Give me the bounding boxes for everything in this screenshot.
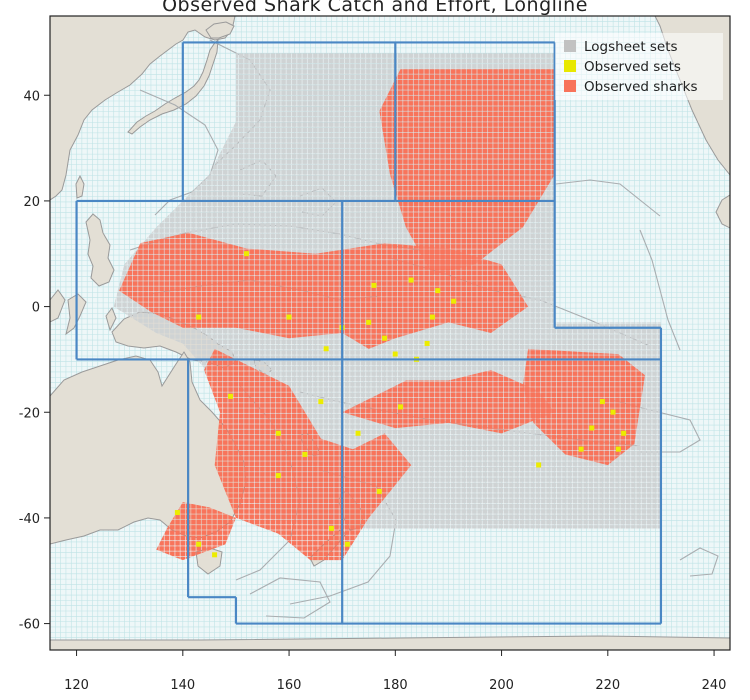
observed-set-cell bbox=[344, 541, 350, 547]
y-tick-label: -20 bbox=[19, 406, 40, 421]
observed-set-cell bbox=[355, 430, 361, 436]
observed-set-cell bbox=[196, 314, 202, 320]
observed-set-cell bbox=[429, 314, 435, 320]
observed-set-cell bbox=[382, 335, 388, 341]
x-tick-label: 120 bbox=[64, 678, 89, 693]
observed-set-cell bbox=[424, 340, 430, 346]
observed-set-cell bbox=[212, 552, 218, 558]
observed-set-cell bbox=[174, 510, 180, 516]
observed-sharks-area bbox=[156, 502, 236, 561]
eez-line-east bbox=[639, 229, 681, 351]
observed-set-cell bbox=[275, 430, 281, 436]
y-tick-label: -40 bbox=[19, 512, 40, 527]
y-tick-label: -60 bbox=[19, 618, 40, 633]
observed-set-cell bbox=[451, 298, 457, 304]
chart-title: Observed Shark Catch and Effort, Longlin… bbox=[162, 0, 588, 16]
fishing-effort-layer bbox=[113, 52, 661, 561]
legend: Logsheet sets Observed sets Observed shark… bbox=[555, 33, 723, 100]
y-axis-ticks: 40 20 0 -20 -40 -60 bbox=[19, 89, 50, 633]
land-philippines bbox=[85, 213, 115, 287]
observed-set-cell bbox=[366, 319, 372, 325]
observed-set-cell bbox=[228, 393, 234, 399]
x-tick-label: 160 bbox=[277, 678, 302, 693]
x-tick-label: 180 bbox=[383, 678, 408, 693]
land-baja-california bbox=[715, 194, 730, 229]
observed-set-cell bbox=[589, 425, 595, 431]
observed-set-cell bbox=[286, 314, 292, 320]
legend-swatch bbox=[564, 60, 576, 72]
x-tick-label: 200 bbox=[489, 678, 514, 693]
observed-set-cell bbox=[371, 282, 377, 288]
land-hokkaido bbox=[205, 21, 235, 39]
legend-background bbox=[555, 33, 723, 100]
x-tick-label: 240 bbox=[702, 678, 727, 693]
observed-sharks-area bbox=[522, 348, 645, 466]
y-tick-label: 0 bbox=[32, 301, 40, 316]
y-tick-label: 40 bbox=[23, 89, 40, 104]
land-borneo bbox=[50, 289, 66, 323]
legend-swatch bbox=[564, 80, 576, 92]
land-taiwan bbox=[75, 174, 85, 199]
observed-set-cell bbox=[323, 346, 329, 352]
observed-set-cell bbox=[615, 446, 621, 452]
legend-label: Logsheet sets bbox=[584, 39, 678, 55]
observed-set-cell bbox=[318, 399, 324, 405]
observed-set-cell bbox=[599, 399, 605, 405]
observed-set-cell bbox=[578, 446, 584, 452]
observed-set-cell bbox=[275, 473, 281, 479]
observed-set-cell bbox=[435, 288, 441, 294]
observed-set-cell bbox=[621, 430, 627, 436]
observed-set-cell bbox=[392, 351, 398, 357]
observed-set-cell bbox=[196, 541, 202, 547]
observed-set-cell bbox=[328, 525, 334, 531]
x-tick-label: 140 bbox=[170, 678, 195, 693]
x-axis-ticks: 120 140 160 180 200 220 240 bbox=[64, 650, 726, 693]
observed-set-cell bbox=[536, 462, 542, 468]
plot-frame bbox=[49, 15, 731, 651]
observed-set-cell bbox=[408, 277, 414, 283]
y-tick-label: 20 bbox=[23, 195, 40, 210]
observed-sharks-area bbox=[119, 232, 529, 349]
eez-line-nz-south bbox=[249, 577, 331, 619]
observed-set-cell bbox=[302, 451, 308, 457]
observed-set-cell bbox=[376, 488, 382, 494]
x-tick-label: 220 bbox=[595, 678, 620, 693]
legend-label: Observed sets bbox=[584, 59, 681, 75]
eez-line-north bbox=[139, 89, 219, 216]
observed-sharks-area bbox=[204, 348, 412, 561]
region-boundaries bbox=[75, 41, 663, 625]
land-antarctica bbox=[50, 635, 730, 650]
observed-sharks-area bbox=[379, 68, 555, 275]
observed-set-cell bbox=[610, 409, 616, 415]
legend-swatch bbox=[564, 40, 576, 52]
land-halmahera bbox=[105, 306, 117, 332]
observed-set-cell bbox=[398, 404, 404, 410]
legend-label: Observed sharks bbox=[584, 79, 698, 95]
observed-sharks-area bbox=[342, 369, 555, 434]
eez-line-pitcairn bbox=[679, 547, 719, 577]
eez-line-hawaii bbox=[555, 179, 661, 217]
observed-set-cell bbox=[243, 251, 249, 257]
land-asia bbox=[50, 16, 236, 201]
